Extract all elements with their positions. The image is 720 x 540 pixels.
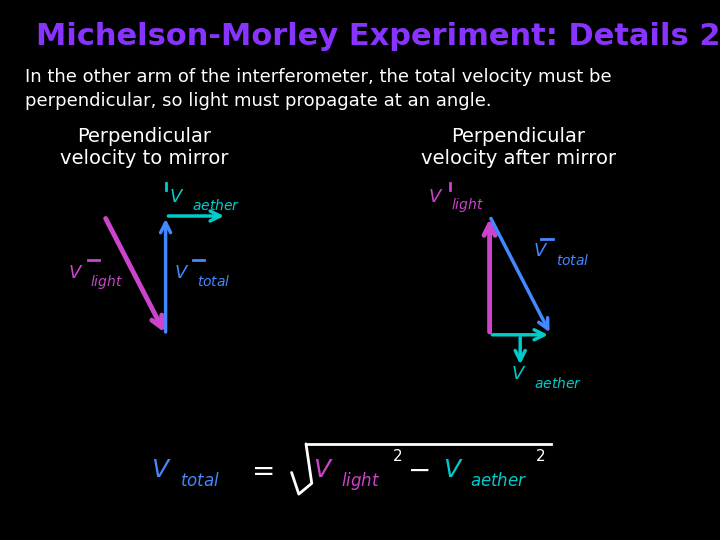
Text: $\mathit{V}$: $\mathit{V}$ bbox=[174, 264, 189, 282]
Text: $\mathit{V}$: $\mathit{V}$ bbox=[428, 188, 444, 206]
Text: Michelson-Morley Experiment: Details 2: Michelson-Morley Experiment: Details 2 bbox=[36, 22, 720, 51]
Text: $\mathit{aether}$: $\mathit{aether}$ bbox=[192, 198, 240, 213]
Text: $\mathit{V}$: $\mathit{V}$ bbox=[443, 458, 464, 482]
Text: $2$: $2$ bbox=[535, 448, 545, 464]
Text: $\mathit{light}$: $\mathit{light}$ bbox=[90, 273, 123, 291]
Text: Perpendicular
velocity to mirror: Perpendicular velocity to mirror bbox=[60, 127, 228, 168]
Text: $\mathit{total}$: $\mathit{total}$ bbox=[197, 274, 231, 289]
Text: $\mathit{light}$: $\mathit{light}$ bbox=[451, 196, 485, 214]
Text: In the other arm of the interferometer, the total velocity must be
perpendicular: In the other arm of the interferometer, … bbox=[25, 68, 612, 111]
Text: $\mathit{aether}$: $\mathit{aether}$ bbox=[470, 471, 528, 490]
Text: $\mathit{total}$: $\mathit{total}$ bbox=[180, 471, 220, 490]
Text: $=$: $=$ bbox=[246, 456, 274, 484]
Text: $\mathit{V}$: $\mathit{V}$ bbox=[151, 458, 172, 482]
Text: $\mathit{total}$: $\mathit{total}$ bbox=[556, 253, 590, 268]
Text: $\mathit{V}$: $\mathit{V}$ bbox=[313, 458, 334, 482]
Text: Perpendicular
velocity after mirror: Perpendicular velocity after mirror bbox=[420, 127, 616, 168]
Text: $\mathit{V}$: $\mathit{V}$ bbox=[68, 264, 84, 282]
Text: $\mathit{V}$: $\mathit{V}$ bbox=[169, 188, 184, 206]
Text: $\mathit{V}$: $\mathit{V}$ bbox=[511, 364, 526, 383]
Text: $\mathit{light}$: $\mathit{light}$ bbox=[341, 470, 380, 491]
Text: $\mathit{aether}$: $\mathit{aether}$ bbox=[534, 376, 582, 391]
Text: $2$: $2$ bbox=[392, 448, 402, 464]
Text: $\mathit{V}$: $\mathit{V}$ bbox=[533, 242, 548, 260]
Text: $-$: $-$ bbox=[407, 456, 429, 484]
